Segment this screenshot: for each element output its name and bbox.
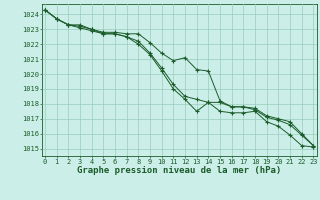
X-axis label: Graphe pression niveau de la mer (hPa): Graphe pression niveau de la mer (hPa): [77, 166, 281, 175]
